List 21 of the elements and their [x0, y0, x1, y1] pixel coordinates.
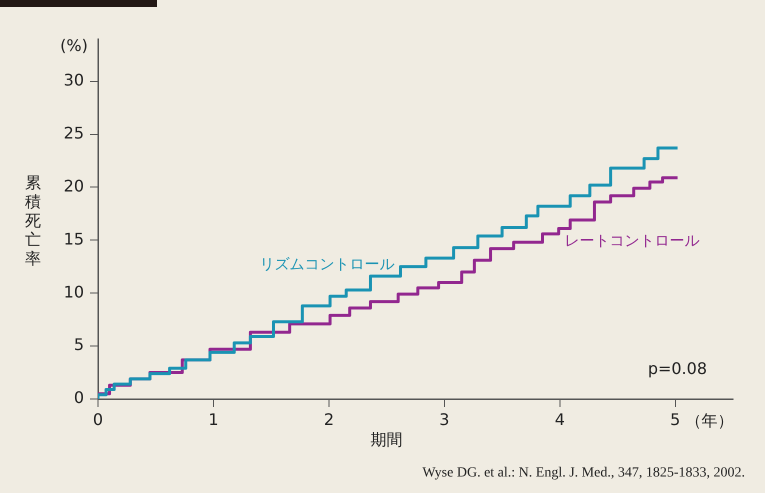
x-axis-title: 期間 [370, 430, 403, 450]
y-tick-label: 25 [64, 123, 84, 142]
series-label: リズムコントロール [259, 255, 394, 274]
text: (%) [60, 36, 88, 56]
y-tick-label: 15 [64, 229, 84, 248]
y-tick-label: 10 [64, 282, 84, 302]
y-axis-title: 累積死亡率 [25, 173, 41, 268]
x-tick-label: 1 [208, 410, 219, 429]
y-tick-label: 20 [64, 176, 84, 196]
x-tick-label: 0 [92, 410, 104, 429]
annotation: p=0.08 [648, 359, 707, 378]
series-label: レートコントロール [564, 232, 700, 250]
x-tick-label: 3 [439, 410, 450, 429]
x-tick-label: 4 [554, 410, 565, 429]
y-tick-label: 5 [74, 335, 84, 354]
y-tick-label: 30 [64, 70, 84, 90]
y-tick-label: 0 [74, 388, 84, 408]
text: Wyse DG. et al.: N. Engl. J. Med., 347, 1825-1833, 2002. [422, 466, 745, 481]
x-tick-label: 5 [670, 410, 680, 429]
text: （年） [685, 411, 734, 430]
x-tick-label: 2 [324, 410, 334, 429]
